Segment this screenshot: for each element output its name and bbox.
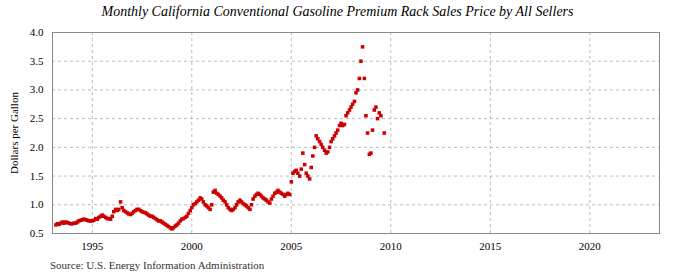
svg-text:2015: 2015 — [479, 240, 502, 252]
svg-text:2010: 2010 — [380, 240, 403, 252]
svg-text:2005: 2005 — [280, 240, 303, 252]
html-text:Source: U.S. Energy Informatio: Source: U.S. Energy Information Administ… — [50, 259, 265, 271]
svg-text:1.0: 1.0 — [30, 198, 44, 210]
svg-text:2.5: 2.5 — [30, 112, 44, 124]
svg-text:0.5: 0.5 — [30, 227, 44, 239]
svg-text:1.5: 1.5 — [30, 170, 44, 182]
svg-text:2020: 2020 — [579, 240, 602, 252]
svg-text:3.5: 3.5 — [30, 55, 44, 67]
svg-text:4.0: 4.0 — [30, 26, 44, 38]
svg-text:2000: 2000 — [181, 240, 204, 252]
svg-text:Dollars per Gallon: Dollars per Gallon — [8, 92, 20, 174]
svg-text:3.0: 3.0 — [30, 83, 44, 95]
html-text:Monthly California Conventiona: Monthly California Conventional Gasoline… — [101, 4, 574, 19]
svg-text:1995: 1995 — [81, 240, 104, 252]
svg-text:2.0: 2.0 — [30, 141, 44, 153]
